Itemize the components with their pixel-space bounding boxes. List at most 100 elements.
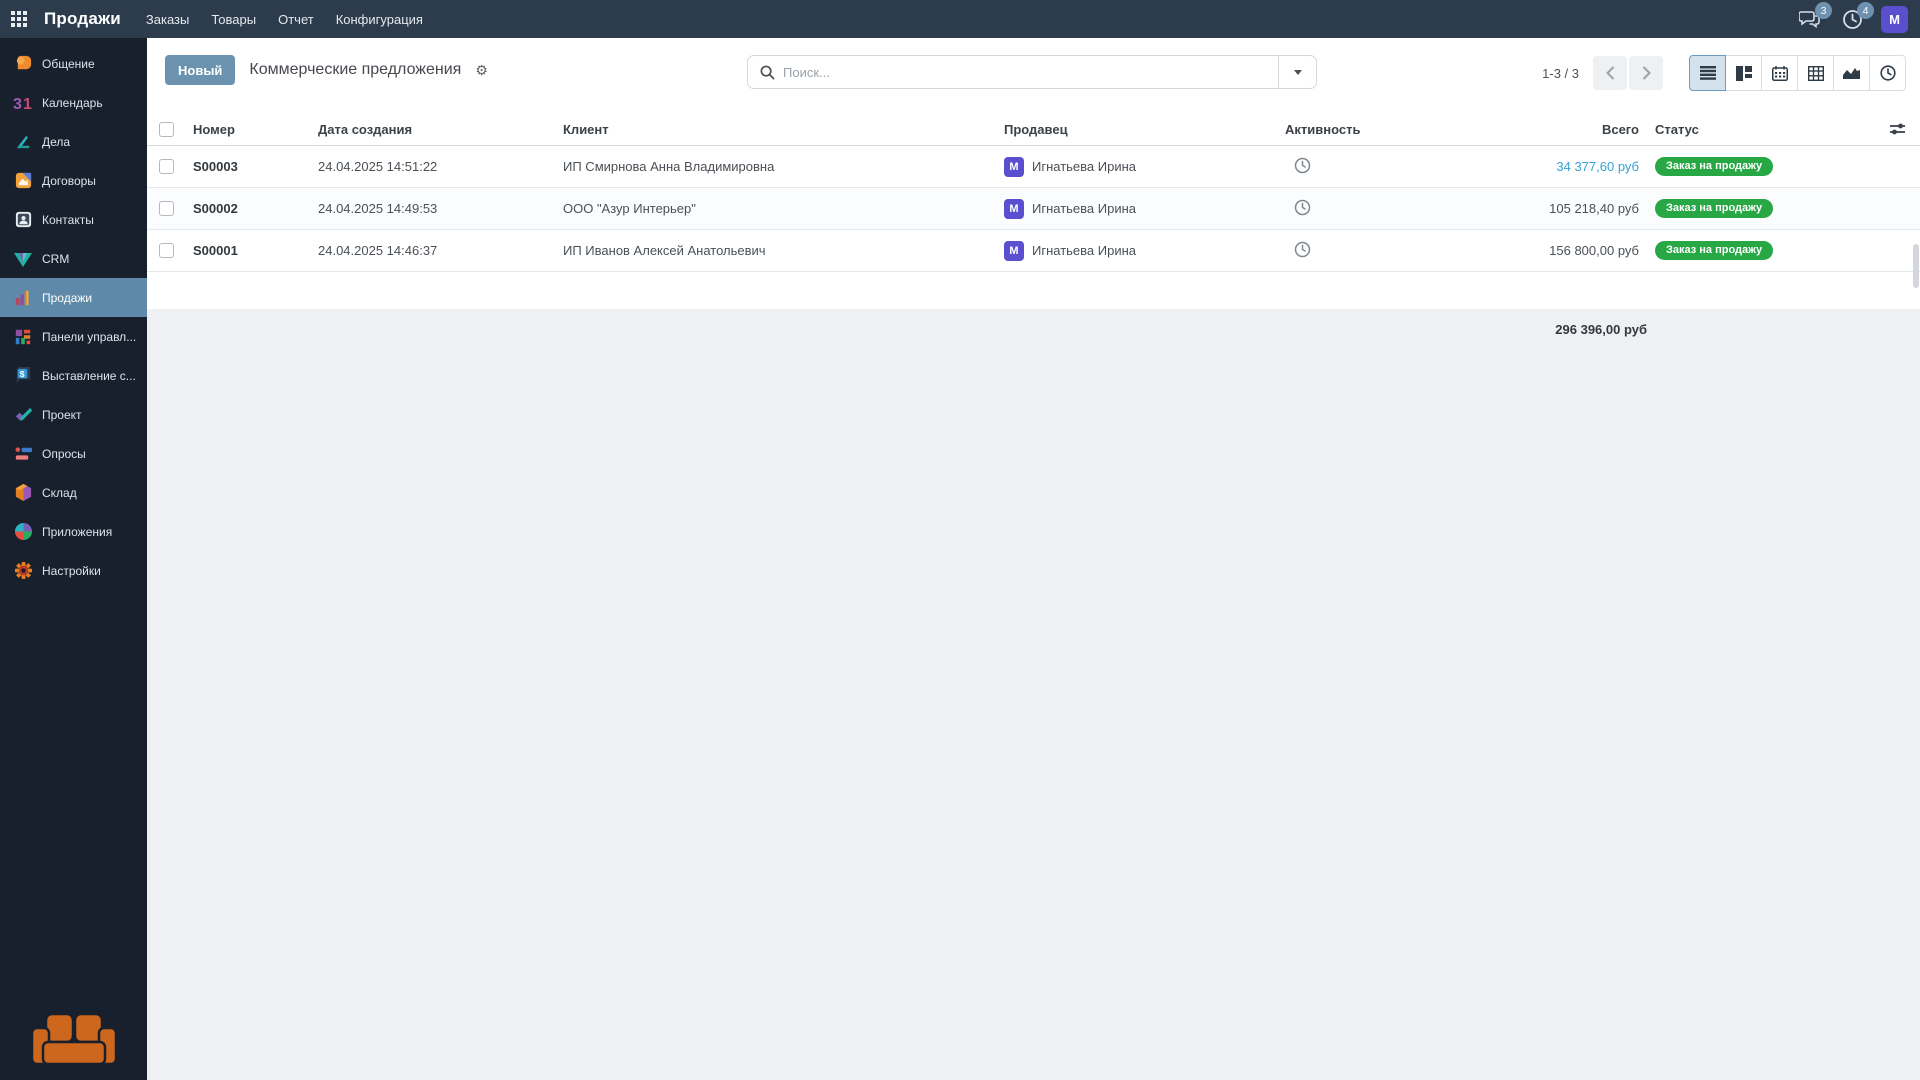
messages-badge: 3: [1815, 2, 1832, 19]
pivot-view-button[interactable]: [1797, 55, 1834, 91]
salesperson-avatar: М: [1004, 198, 1024, 219]
chevron-right-icon: [1642, 66, 1651, 80]
activity-view-icon: [1879, 65, 1896, 81]
sidebar-item-label: Проект: [42, 407, 82, 422]
optional-columns-icon[interactable]: [1889, 121, 1906, 140]
sidebar-item-label: Приложения: [42, 524, 113, 539]
row-created: 24.04.2025 14:46:37: [318, 243, 438, 258]
clock-icon: [1842, 9, 1862, 29]
vertical-scrollbar-thumb[interactable]: [1913, 244, 1919, 288]
footer-total-sum: 296 396,00 руб: [1555, 322, 1647, 337]
sidebar-item-label: Дела: [42, 134, 71, 149]
menu-report[interactable]: Отчет: [278, 11, 314, 27]
main-content: Новый Коммерческие предложения ⚙ 1-3 / 3: [147, 38, 1920, 1080]
activity-clock-icon[interactable]: [1285, 199, 1503, 219]
menu-configuration[interactable]: Конфигурация: [335, 11, 423, 27]
row-checkbox[interactable]: [158, 201, 174, 216]
apps-pie-icon: [13, 522, 33, 542]
sidebar-item-inventory[interactable]: Склад: [0, 473, 147, 512]
inventory-hexagon-icon: [13, 483, 33, 503]
kanban-view-icon: [1735, 65, 1752, 81]
column-header-number[interactable]: Номер: [193, 121, 235, 137]
table-row[interactable]: S00001 24.04.2025 14:46:37 ИП Иванов Але…: [147, 230, 1920, 272]
column-header-status[interactable]: Статус: [1655, 121, 1699, 137]
svg-text:1: 1: [23, 96, 32, 113]
sidebar-item-crm[interactable]: CRM: [0, 239, 147, 278]
sales-barchart-icon: [13, 288, 33, 308]
column-header-customer[interactable]: Клиент: [563, 121, 609, 137]
chevron-left-icon: [1605, 66, 1614, 80]
new-button[interactable]: Новый: [165, 55, 236, 85]
row-number: S00003: [193, 159, 238, 174]
activity-view-button[interactable]: [1869, 55, 1906, 91]
sidebar-item-project[interactable]: Проект: [0, 395, 147, 434]
dashboards-grid-icon: [13, 327, 33, 347]
activities-icon[interactable]: 4: [1839, 2, 1874, 32]
sidebar-item-surveys[interactable]: Опросы: [0, 434, 147, 473]
menu-products[interactable]: Товары: [211, 11, 257, 27]
row-salesperson: Игнатьева Ирина: [1032, 159, 1137, 174]
table-row[interactable]: S00002 24.04.2025 14:49:53 ООО "Азур Инт…: [147, 188, 1920, 230]
graph-view-button[interactable]: [1833, 55, 1870, 91]
row-salesperson: Игнатьева Ирина: [1032, 201, 1137, 216]
calendar-view-button[interactable]: [1761, 55, 1798, 91]
sidebar-item-label: Склад: [42, 485, 77, 500]
sidebar-item-discuss[interactable]: Общение: [0, 44, 147, 83]
svg-text:$: $: [19, 369, 24, 379]
messages-icon[interactable]: 3: [1797, 2, 1832, 32]
table-row[interactable]: S00003 24.04.2025 14:51:22 ИП Смирнова А…: [147, 146, 1920, 188]
pager-previous-button[interactable]: [1593, 56, 1627, 90]
activity-clock-icon[interactable]: [1285, 157, 1503, 177]
kanban-view-button[interactable]: [1725, 55, 1762, 91]
sidebar-item-contracts[interactable]: Договоры: [0, 161, 147, 200]
activity-clock-icon[interactable]: [1285, 241, 1503, 261]
salesperson-avatar: М: [1004, 240, 1024, 261]
gear-icon[interactable]: ⚙: [475, 61, 488, 78]
sidebar-item-apps[interactable]: Приложения: [0, 512, 147, 551]
todo-angle-icon: [13, 132, 33, 152]
list-footer: 296 396,00 руб: [147, 244, 1920, 1080]
column-header-salesperson[interactable]: Продавец: [1004, 121, 1068, 137]
search-dropdown-toggle[interactable]: [1278, 56, 1316, 88]
sidebar-item-settings[interactable]: Настройки: [0, 551, 147, 590]
sidebar-item-label: Настройки: [42, 563, 101, 578]
select-all-checkbox[interactable]: [158, 121, 174, 137]
settings-gear-icon: [13, 561, 33, 581]
page-title: Коммерческие предложения: [249, 61, 462, 78]
status-badge: Заказ на продажу: [1655, 241, 1774, 260]
pivot-view-icon: [1807, 65, 1824, 81]
sidebar-item-dashboards[interactable]: Панели управл...: [0, 317, 147, 356]
chevron-down-icon: [1293, 69, 1302, 75]
column-header-created[interactable]: Дата создания: [318, 121, 413, 137]
row-total: 156 800,00 руб: [1549, 243, 1639, 258]
top-menu: Заказы Товары Отчет Конфигурация: [135, 0, 434, 38]
sidebar-item-label: Контакты: [42, 212, 94, 227]
user-avatar[interactable]: M: [1881, 5, 1908, 33]
sidebar-item-sales[interactable]: Продажи: [0, 278, 147, 317]
list-view-button[interactable]: [1689, 55, 1726, 91]
search-input[interactable]: [783, 64, 1278, 80]
sidebar-item-contacts[interactable]: Контакты: [0, 200, 147, 239]
contacts-card-icon: [13, 210, 33, 230]
crm-ribbon-icon: [13, 249, 33, 269]
sidebar-item-label: Выставление с...: [42, 368, 136, 383]
row-checkbox[interactable]: [158, 159, 174, 174]
view-switcher: [1689, 55, 1906, 91]
pager-next-button[interactable]: [1629, 56, 1663, 90]
search-icon: [760, 65, 775, 79]
sidebar-item-todo[interactable]: Дела: [0, 122, 147, 161]
topbar: Продажи Заказы Товары Отчет Конфигурация…: [0, 0, 1920, 38]
sidebar-item-label: Панели управл...: [42, 329, 137, 344]
sofa-logo: [0, 1012, 147, 1068]
menu-orders[interactable]: Заказы: [145, 11, 190, 27]
column-header-total[interactable]: Всего: [1601, 121, 1639, 137]
svg-text:3: 3: [13, 96, 22, 113]
empty-list-strip: [147, 272, 1920, 309]
column-header-activity[interactable]: Активность: [1285, 121, 1361, 137]
sidebar-item-invoicing[interactable]: $ Выставление с...: [0, 356, 147, 395]
row-checkbox[interactable]: [158, 243, 174, 258]
row-customer: ИП Смирнова Анна Владимировна: [563, 159, 775, 174]
apps-grid-icon[interactable]: [0, 0, 38, 38]
